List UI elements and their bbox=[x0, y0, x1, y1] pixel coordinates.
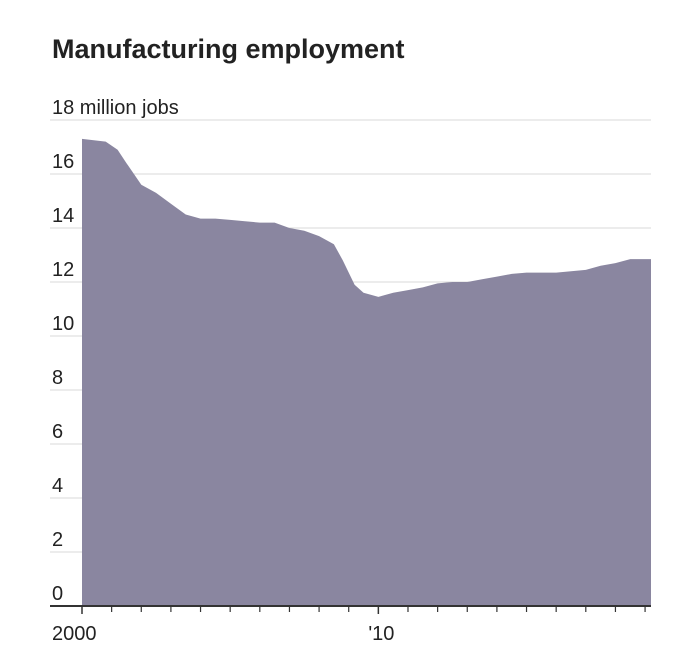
y-tick-label: 6 bbox=[52, 421, 63, 443]
x-tick-label: 2000 bbox=[52, 623, 97, 645]
x-tick-label: '10 bbox=[368, 623, 394, 645]
chart-title: Manufacturing employment bbox=[52, 34, 405, 64]
area bbox=[82, 138, 651, 606]
y-tick-label: 8 bbox=[52, 367, 63, 389]
y-tick-label: 12 bbox=[52, 259, 74, 281]
y-tick-label: 0 bbox=[52, 583, 63, 605]
y-tick-label: 2 bbox=[52, 529, 63, 551]
y-tick-label: 14 bbox=[52, 205, 74, 227]
y-tick-label: 4 bbox=[52, 475, 63, 497]
y-tick-label: 10 bbox=[52, 313, 74, 335]
y-tick-label: 16 bbox=[52, 151, 74, 173]
y-tick-label: 18 million jobs bbox=[52, 97, 179, 119]
